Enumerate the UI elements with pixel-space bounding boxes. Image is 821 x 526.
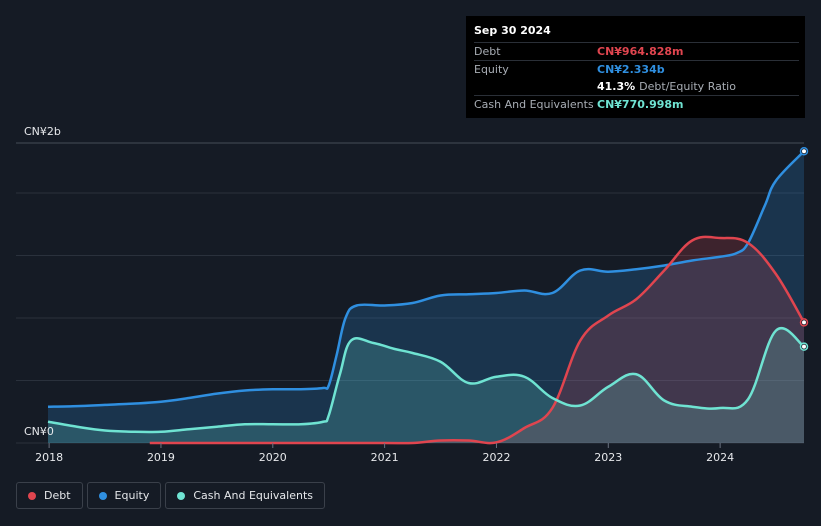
cash-and-equivalents-line [47,327,805,434]
legend-item-cash[interactable]: Cash And Equivalents [165,482,325,509]
tooltip-suffix: Debt/Equity Ratio [639,80,736,93]
equity-area [48,151,804,443]
cash-dot-icon [177,491,186,500]
tooltip-row-ratio: 41.3% Debt/Equity Ratio [474,78,799,95]
tooltip-value: CN¥2.334b [597,63,665,76]
debt-area [149,236,804,444]
equity-line [47,150,805,408]
x-tick-label: 2021 [371,451,399,464]
x-tick-label: 2022 [482,451,510,464]
cash-and-equivalents-endpoint-core [802,344,806,349]
x-tick-label: 2018 [35,451,63,464]
equity-dot-icon [98,491,107,500]
cash-and-equivalents-area [48,328,804,443]
equity-endpoint-core [802,149,806,154]
tooltip-value: CN¥770.998m [597,98,684,111]
legend-label: Equity [114,489,150,502]
tooltip-label: Debt [474,45,501,58]
x-tick-label: 2020 [259,451,287,464]
debt-line [149,235,806,445]
legend-label: Cash And Equivalents [193,489,313,502]
legend-label: Debt [44,489,71,502]
x-tick-label: 2024 [706,451,734,464]
legend-item-equity[interactable]: Equity [86,482,162,509]
data-tooltip: Sep 30 2024 Debt CN¥964.828m Equity CN¥2… [466,16,805,118]
tooltip-row-equity: Equity CN¥2.334b [474,60,799,78]
y-tick-label-top: CN¥2b [24,125,61,138]
chart-legend: Debt Equity Cash And Equivalents [16,482,325,509]
tooltip-date: Sep 30 2024 [474,24,551,37]
x-tick-label: 2023 [594,451,622,464]
tooltip-label: Cash And Equivalents [474,98,594,111]
debt-dot-icon [28,491,36,500]
tooltip-row-cash: Cash And Equivalents CN¥770.998m [474,95,799,113]
debt-endpoint-core [802,320,806,325]
tooltip-value: 41.3% [597,80,636,93]
tooltip-row-debt: Debt CN¥964.828m [474,42,799,60]
y-tick-label-zero: CN¥0 [24,425,54,438]
x-tick-label: 2019 [147,451,175,464]
tooltip-label: Equity [474,63,509,76]
tooltip-value: CN¥964.828m [597,45,684,58]
legend-item-debt[interactable]: Debt [16,482,83,509]
